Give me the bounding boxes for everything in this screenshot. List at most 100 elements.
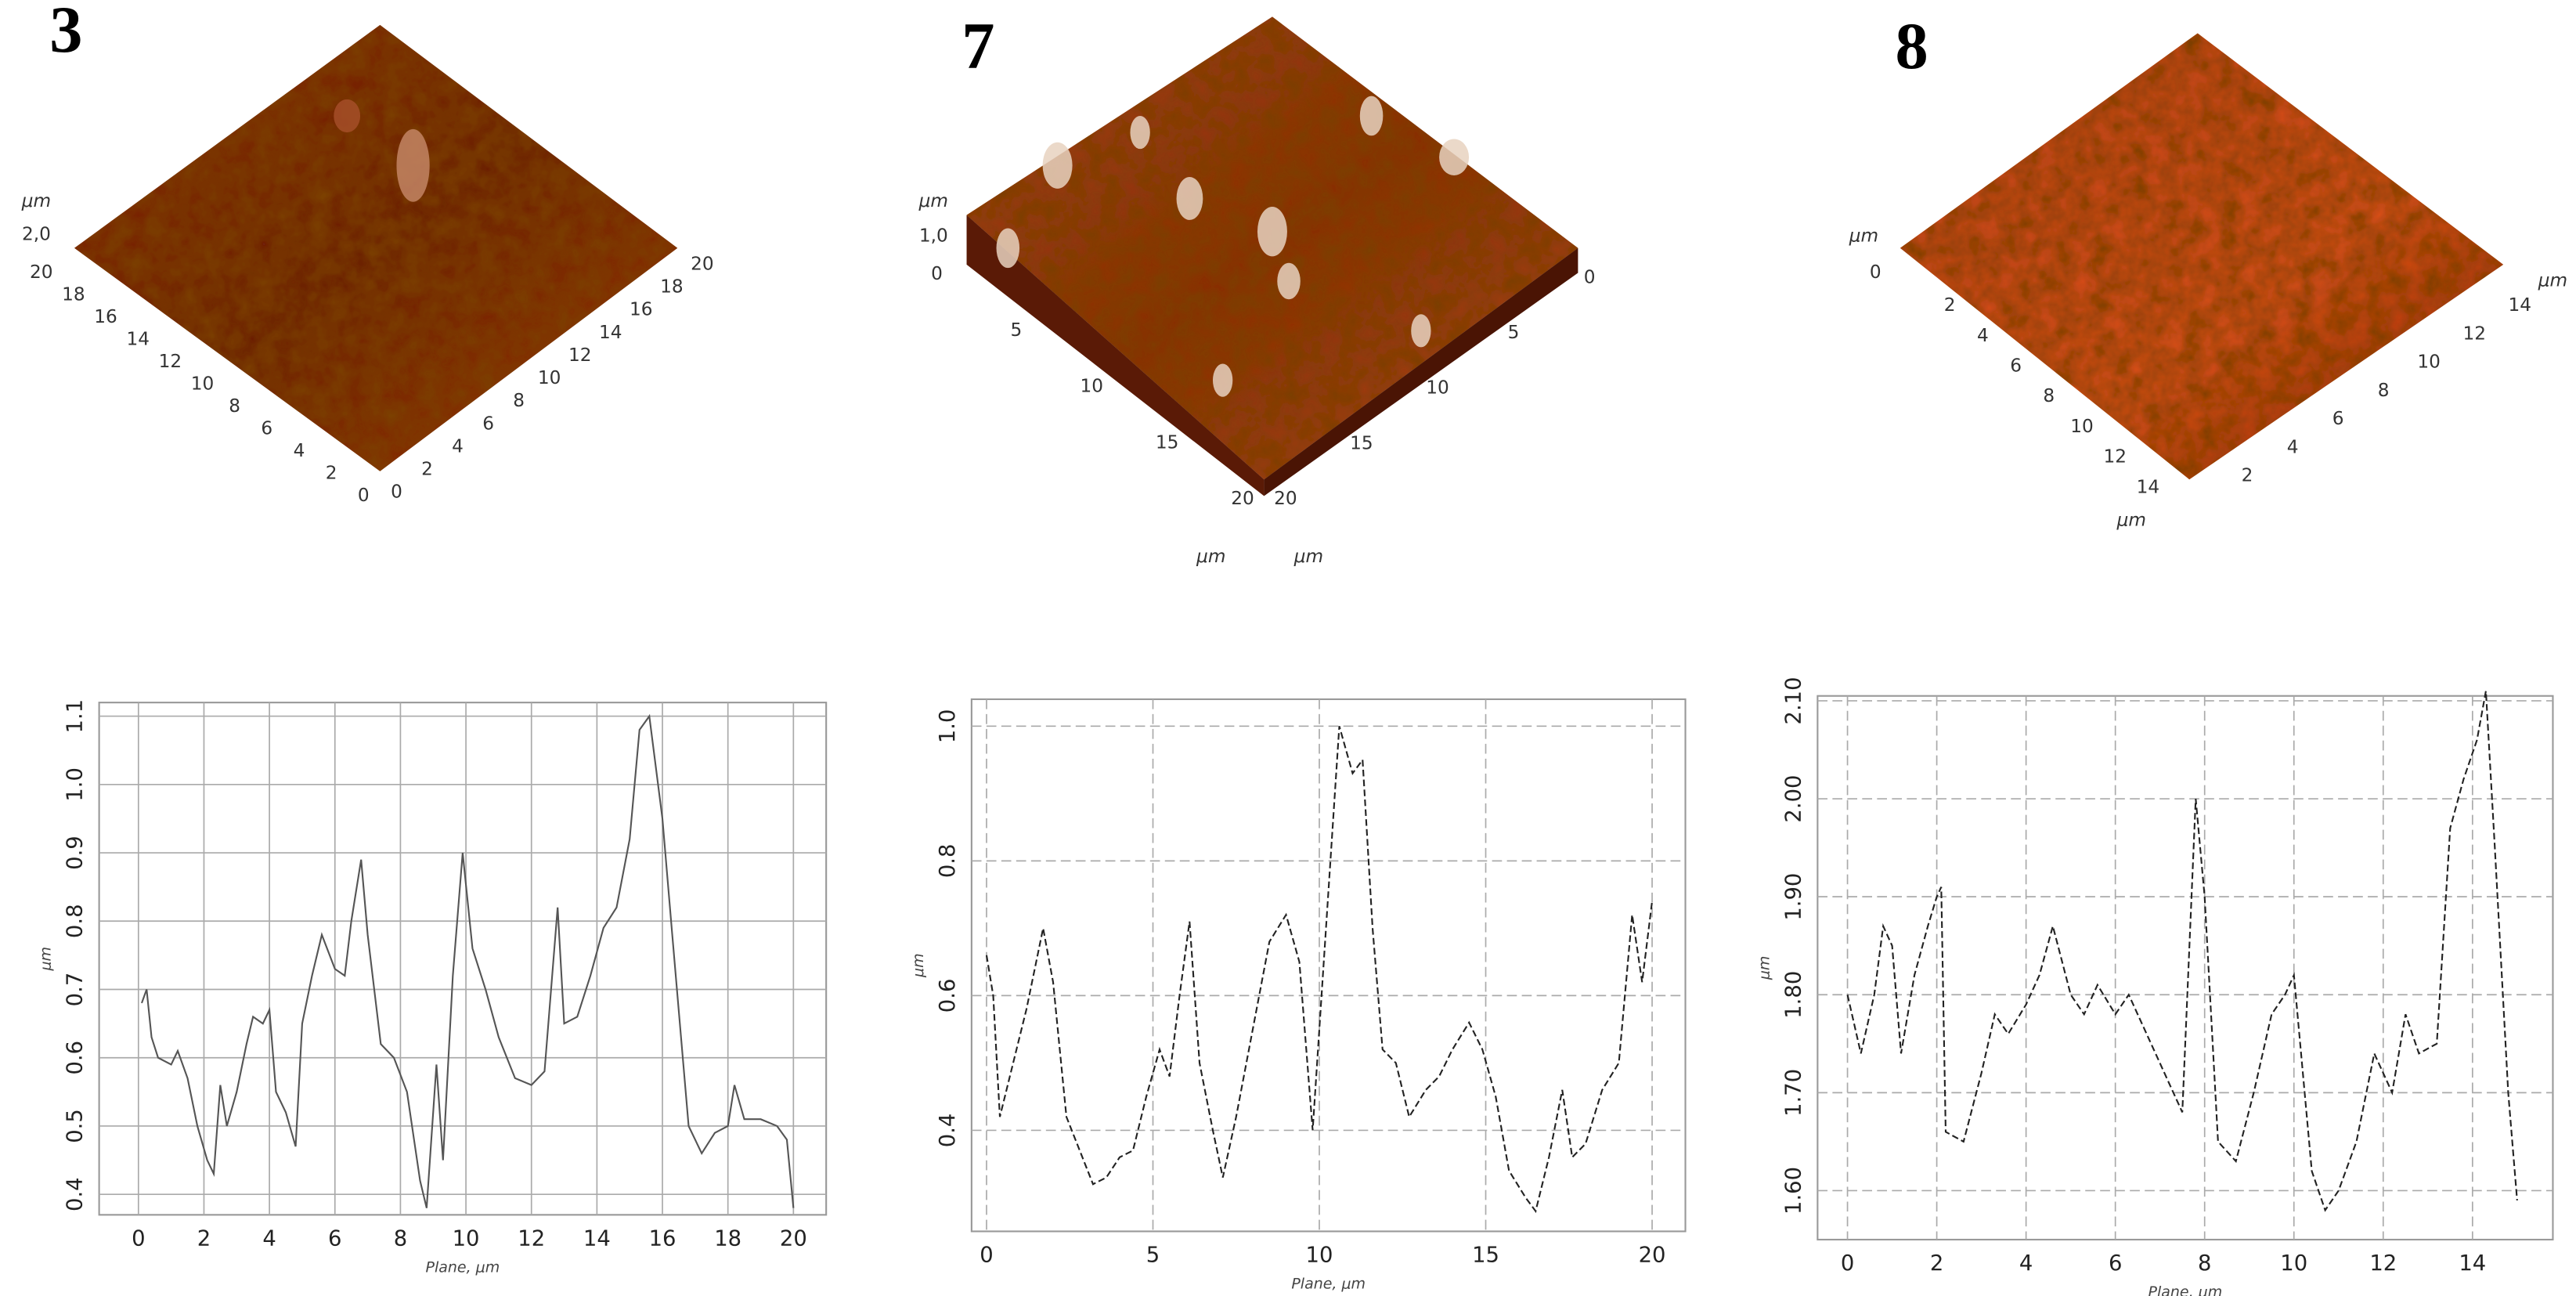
- surface-3d: [1900, 33, 2504, 480]
- x-axis-label: Plane, μm: [426, 1258, 500, 1276]
- axis-tick-label: 15: [1156, 431, 1179, 453]
- y-tick-label: 0.6: [936, 979, 960, 1013]
- axis-tick-label: 0: [1584, 266, 1596, 287]
- axis-tick-label: 4: [1977, 325, 1989, 346]
- axis-unit: μm: [1196, 546, 1225, 567]
- x-tick-label: 14: [583, 1226, 611, 1251]
- y-axis-label: μm: [38, 947, 55, 972]
- axis-tick-label: 2: [1944, 294, 1956, 316]
- axis-tick-label: 6: [2010, 356, 2022, 377]
- z-tick-label: 0: [931, 263, 943, 284]
- x-tick-label: 8: [394, 1226, 407, 1251]
- x-axis-label: Plane, μm: [1291, 1275, 1366, 1292]
- x-tick-label: 10: [2280, 1251, 2307, 1276]
- axis-tick-label: 12: [2462, 323, 2486, 344]
- y-tick-label: 0.6: [63, 1041, 88, 1075]
- axis-tick-label: 8: [2043, 385, 2055, 406]
- x-tick-label: 0: [132, 1226, 145, 1251]
- panel-label: 8: [1896, 10, 1928, 83]
- axis-tick-label: 6: [261, 417, 272, 439]
- y-axis-label: μm: [910, 953, 927, 978]
- x-tick-label: 10: [1306, 1244, 1333, 1268]
- profile-line: [1846, 691, 2518, 1212]
- x-tick-label: 14: [2459, 1251, 2486, 1276]
- x-tick-label: 16: [649, 1226, 676, 1251]
- z-unit: μm: [918, 190, 948, 211]
- x-tick-label: 2: [197, 1226, 211, 1251]
- y-tick-label: 0.5: [63, 1109, 88, 1143]
- axis-tick-label: 6: [482, 413, 494, 434]
- axis-tick-label: 8: [2378, 380, 2390, 401]
- y-tick-label: 0.4: [936, 1114, 960, 1148]
- axis-tick-label: 14: [2508, 294, 2531, 316]
- x-tick-label: 6: [2109, 1251, 2122, 1276]
- axis-tick-label: 14: [599, 322, 622, 343]
- y-tick-label: 1.90: [1781, 873, 1806, 921]
- axis-tick-label: 10: [1080, 376, 1103, 397]
- y-tick-label: 0.7: [63, 973, 88, 1007]
- axis-tick-label: 8: [229, 395, 240, 417]
- axis-tick-label: 2: [326, 462, 337, 483]
- line-chart: 0 2 4 6 8 10 12 14 16 18 20 0.4 0.5 0.6 0.7 0.8 0.9 1.0 1.…: [38, 699, 828, 1276]
- axis-tick-label: 5: [1010, 319, 1022, 341]
- axis-tick-label: 5: [1508, 322, 1520, 343]
- axis-tick-label: 10: [191, 373, 215, 394]
- axis-tick-label: 10: [538, 367, 561, 388]
- axis-tick-label: 2: [421, 459, 433, 480]
- z-tick-label: 1,0: [919, 226, 948, 247]
- x-tick-label: 20: [780, 1226, 807, 1251]
- x-tick-label: 12: [2369, 1251, 2397, 1276]
- y-tick-label: 1.80: [1781, 971, 1806, 1019]
- y-tick-label: 2.10: [1781, 677, 1806, 724]
- x-tick-label: 4: [262, 1226, 276, 1251]
- surface-3d: [966, 16, 1578, 496]
- axis-unit: μm: [2538, 270, 2567, 291]
- profile-line: [985, 726, 1654, 1214]
- axis-tick-label: 16: [630, 299, 653, 320]
- x-tick-label: 2: [1930, 1251, 1943, 1276]
- axis-tick-label: 4: [294, 440, 305, 461]
- x-tick-label: 0: [1841, 1251, 1854, 1276]
- axis-tick-label: 2: [2242, 465, 2253, 486]
- axis-tick-label: 14: [2137, 476, 2160, 497]
- x-tick-label: 8: [2198, 1251, 2211, 1276]
- z-unit: μm: [21, 190, 51, 211]
- line-chart: 0 5 10 15 20 0.4 0.6 0.8 1.0 Plane, μm μm: [910, 698, 1687, 1292]
- y-tick-label: 1.60: [1781, 1167, 1806, 1215]
- y-tick-label: 0.4: [63, 1177, 88, 1211]
- axis-tick-label: 14: [126, 328, 150, 349]
- axis-tick-label: 6: [2332, 408, 2344, 429]
- y-tick-label: 0.8: [63, 904, 88, 938]
- x-tick-label: 12: [518, 1226, 545, 1251]
- y-tick-label: 0.9: [63, 836, 88, 870]
- y-axis-label: μm: [1755, 956, 1773, 981]
- profile-line: [141, 713, 795, 1208]
- axis-unit: μm: [1293, 546, 1323, 567]
- plot-area: [970, 698, 1687, 1233]
- plot-area: [98, 702, 828, 1216]
- y-tick-label: 1.1: [63, 699, 88, 734]
- axis-tick-label: 0: [391, 482, 402, 503]
- x-tick-label: 20: [1639, 1244, 1666, 1268]
- plot-area: [1817, 695, 2554, 1241]
- axis-tick-label: 12: [568, 345, 592, 366]
- z-tick-label: 0: [1870, 262, 1881, 283]
- panel-label: 3: [49, 0, 82, 67]
- axis-tick-label: 20: [1231, 488, 1254, 509]
- axis-tick-label: 0: [358, 485, 370, 506]
- x-tick-label: 10: [453, 1226, 480, 1251]
- axis-tick-label: 16: [94, 306, 117, 327]
- y-tick-label: 1.0: [936, 709, 960, 744]
- axis-tick-label: 18: [660, 276, 684, 298]
- axis-tick-label: 4: [452, 435, 464, 457]
- panel-label: 7: [961, 10, 994, 83]
- axis-tick-label: 10: [2070, 416, 2094, 437]
- axis-tick-label: 18: [62, 283, 85, 305]
- y-tick-label: 0.8: [936, 844, 960, 879]
- z-tick-label: 2,0: [22, 223, 51, 244]
- axis-tick-label: 20: [30, 262, 53, 283]
- x-tick-label: 5: [1146, 1244, 1160, 1268]
- axis-tick-label: 20: [1274, 488, 1297, 509]
- axis-tick-label: 10: [1426, 377, 1449, 399]
